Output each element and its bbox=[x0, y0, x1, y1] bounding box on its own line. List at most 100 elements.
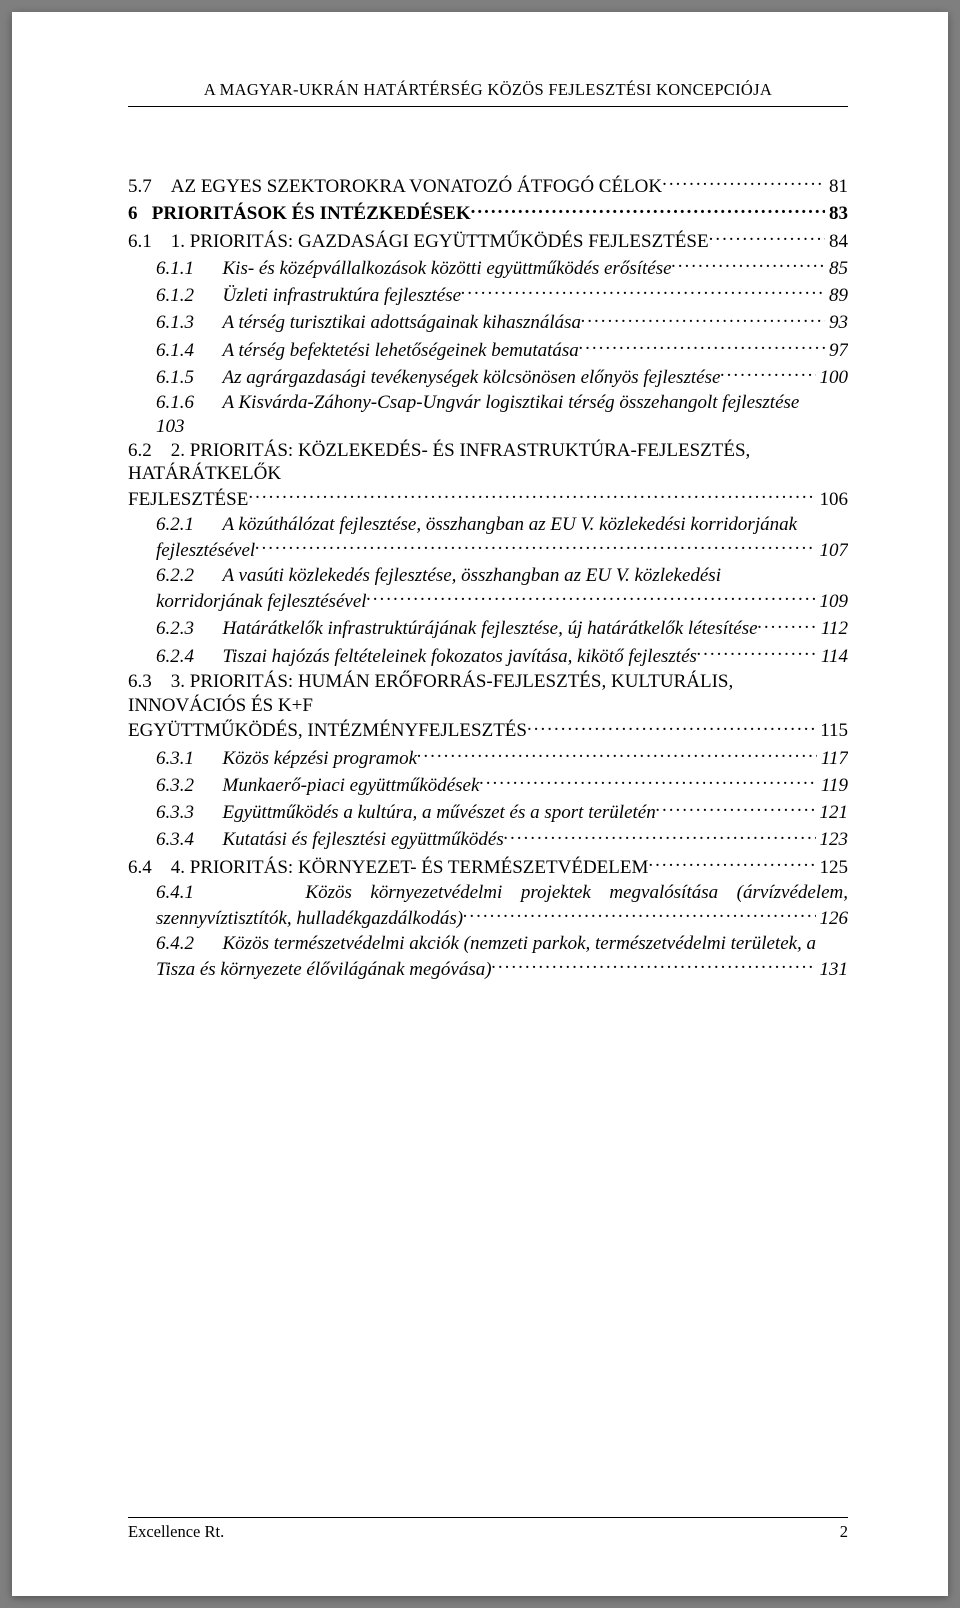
toc-leader bbox=[709, 228, 825, 247]
toc-page: 131 bbox=[816, 958, 849, 982]
toc-label: 6.1.3 A térség turisztikai adottságainak… bbox=[128, 311, 581, 335]
toc-page: 115 bbox=[816, 719, 848, 743]
toc-entry: 6 PRIORITÁSOK ÉS INTÉZKEDÉSEK 83 bbox=[128, 200, 848, 226]
toc-entry: 6.3.1 Közös képzési programok 117 bbox=[128, 745, 848, 771]
toc-leader bbox=[461, 282, 825, 301]
toc-label: EGYÜTTMŰKÖDÉS, INTÉZMÉNYFEJLESZTÉS bbox=[128, 719, 527, 743]
toc-entry: 6.2.3 Határátkelők infrastruktúrájának f… bbox=[128, 615, 848, 641]
page-header: A MAGYAR-UKRÁN HATÁRTÉRSÉG KÖZÖS FEJLESZ… bbox=[128, 80, 848, 100]
toc-entry: 6.4 4. PRIORITÁS: KÖRNYEZET- ÉS TERMÉSZE… bbox=[128, 854, 848, 880]
toc-page: 107 bbox=[816, 539, 849, 563]
toc-label: 6 PRIORITÁSOK ÉS INTÉZKEDÉSEK bbox=[128, 202, 471, 226]
toc-entry: 6.1 1. PRIORITÁS: GAZDASÁGI EGYÜTTMŰKÖDÉ… bbox=[128, 228, 848, 254]
toc-entry: 6.2.1 A közúthálózat fejlesztése, összha… bbox=[128, 513, 848, 537]
toc-entry: 6.1.6 A Kisvárda-Záhony-Csap-Ungvár logi… bbox=[128, 391, 848, 415]
document-page: A MAGYAR-UKRÁN HATÁRTÉRSÉG KÖZÖS FEJLESZ… bbox=[12, 12, 948, 1596]
toc-entry: 6.3.3 Együttműködés a kultúra, a művésze… bbox=[128, 799, 848, 825]
toc-entry: 6.2.2 A vasúti közlekedés fejlesztése, ö… bbox=[128, 564, 848, 588]
toc-leader bbox=[581, 309, 825, 328]
footer-page-number: 2 bbox=[840, 1522, 848, 1542]
footer-company: Excellence Rt. bbox=[128, 1522, 224, 1542]
toc-page: 93 bbox=[825, 311, 848, 335]
toc-leader bbox=[255, 537, 815, 556]
toc-entry: 6.2 2. PRIORITÁS: KÖZLEKEDÉS- ÉS INFRAST… bbox=[128, 439, 848, 487]
toc-page: 119 bbox=[817, 774, 848, 798]
header-rule bbox=[128, 106, 848, 107]
toc-content: 5.7 AZ EGYES SZEKTOROKRA VONATOZÓ ÁTFOGÓ… bbox=[128, 173, 848, 1517]
toc-leader bbox=[648, 854, 815, 873]
toc-label: 6.4 4. PRIORITÁS: KÖRNYEZET- ÉS TERMÉSZE… bbox=[128, 856, 648, 880]
toc-page: 121 bbox=[816, 801, 849, 825]
footer-rule bbox=[128, 1517, 848, 1518]
toc-label: 5.7 AZ EGYES SZEKTOROKRA VONATOZÓ ÁTFOGÓ… bbox=[128, 175, 662, 199]
toc-leader bbox=[479, 772, 816, 791]
toc-entry: 6.1.1 Kis- és középvállalkozások közötti… bbox=[128, 255, 848, 281]
toc-leader bbox=[720, 364, 815, 383]
toc-label: fejlesztésével bbox=[128, 539, 255, 563]
toc-entry: 6.1.3 A térség turisztikai adottságainak… bbox=[128, 309, 848, 335]
toc-label: FEJLESZTÉSE bbox=[128, 488, 248, 512]
toc-leader bbox=[492, 956, 816, 975]
toc-page: 85 bbox=[825, 257, 848, 281]
toc-entry-continuation: 103 bbox=[128, 415, 848, 439]
toc-leader bbox=[579, 337, 825, 356]
toc-entry: 6.1.4 A térség befektetési lehetőségeine… bbox=[128, 337, 848, 363]
toc-page: 97 bbox=[825, 339, 848, 363]
toc-page: 83 bbox=[825, 202, 848, 226]
toc-entry: 5.7 AZ EGYES SZEKTOROKRA VONATOZÓ ÁTFOGÓ… bbox=[128, 173, 848, 199]
toc-entry: 6.1.2 Üzleti infrastruktúra fejlesztése 8… bbox=[128, 282, 848, 308]
toc-leader bbox=[417, 745, 817, 764]
toc-page: 106 bbox=[816, 488, 849, 512]
toc-label: Tisza és környezete élővilágának megóvás… bbox=[128, 958, 492, 982]
toc-label: 6.3.2 Munkaerő-piaci együttműködések bbox=[128, 774, 479, 798]
toc-label: 6.2.3 Határátkelők infrastruktúrájának f… bbox=[128, 617, 758, 641]
toc-page: 81 bbox=[825, 175, 848, 199]
toc-label: 6.1.5 Az agrárgazdasági tevékenységek kö… bbox=[128, 366, 720, 390]
toc-entry-continuation: FEJLESZTÉSE 106 bbox=[128, 486, 848, 512]
toc-label: 6.1 1. PRIORITÁS: GAZDASÁGI EGYÜTTMŰKÖDÉ… bbox=[128, 230, 709, 254]
toc-entry: 6.3.2 Munkaerő-piaci együttműködések 119 bbox=[128, 772, 848, 798]
toc-page: 123 bbox=[816, 828, 849, 852]
toc-leader bbox=[662, 173, 825, 192]
toc-entry: 6.4.1 Közös környezetvédelmi projektek m… bbox=[128, 881, 848, 905]
toc-entry: 6.3.4 Kutatási és fejlesztési együttműkö… bbox=[128, 826, 848, 852]
toc-entry-continuation: Tisza és környezete élővilágának megóvás… bbox=[128, 956, 848, 982]
toc-page: 114 bbox=[817, 645, 848, 669]
toc-label: 6.1.1 Kis- és középvállalkozások közötti… bbox=[128, 257, 672, 281]
toc-entry: 6.3 3. PRIORITÁS: HUMÁN ERŐFORRÁS-FEJLES… bbox=[128, 670, 848, 718]
toc-page: 109 bbox=[816, 590, 849, 614]
toc-leader bbox=[527, 717, 816, 736]
toc-label: 6.1.4 A térség befektetési lehetőségeine… bbox=[128, 339, 579, 363]
toc-entry-continuation: korridorjának fejlesztésével 109 bbox=[128, 588, 848, 614]
toc-page: 100 bbox=[816, 366, 849, 390]
toc-page: 126 bbox=[816, 907, 849, 931]
toc-page: 89 bbox=[825, 284, 848, 308]
toc-leader bbox=[471, 200, 825, 219]
toc-entry-continuation: fejlesztésével 107 bbox=[128, 537, 848, 563]
toc-leader bbox=[248, 486, 815, 505]
toc-page: 112 bbox=[817, 617, 848, 641]
toc-label: 6.3.4 Kutatási és fejlesztési együttműkö… bbox=[128, 828, 504, 852]
toc-leader bbox=[367, 588, 816, 607]
toc-page: 117 bbox=[817, 747, 848, 771]
toc-entry: 6.1.5 Az agrárgazdasági tevékenységek kö… bbox=[128, 364, 848, 390]
toc-page: 84 bbox=[825, 230, 848, 254]
toc-leader bbox=[758, 615, 817, 634]
toc-label: korridorjának fejlesztésével bbox=[128, 590, 367, 614]
toc-leader bbox=[672, 255, 825, 274]
toc-entry: 6.4.2 Közös természetvédelmi akciók (nem… bbox=[128, 932, 848, 956]
toc-label: 6.3.3 Együttműködés a kultúra, a művésze… bbox=[128, 801, 656, 825]
toc-label: 6.2.4 Tiszai hajózás feltételeinek fokoz… bbox=[128, 645, 697, 669]
toc-page: 125 bbox=[816, 856, 849, 880]
toc-leader bbox=[463, 905, 815, 924]
toc-leader bbox=[697, 643, 817, 662]
toc-label: szennyvíztisztítók, hulladékgazdálkodás) bbox=[128, 907, 463, 931]
toc-leader bbox=[504, 826, 816, 845]
toc-entry-continuation: EGYÜTTMŰKÖDÉS, INTÉZMÉNYFEJLESZTÉS 115 bbox=[128, 717, 848, 743]
toc-leader bbox=[656, 799, 816, 818]
toc-label: 6.1.2 Üzleti infrastruktúra fejlesztése bbox=[128, 284, 461, 308]
toc-entry: 6.2.4 Tiszai hajózás feltételeinek fokoz… bbox=[128, 643, 848, 669]
toc-entry-continuation: szennyvíztisztítók, hulladékgazdálkodás)… bbox=[128, 905, 848, 931]
page-footer: Excellence Rt. 2 bbox=[128, 1517, 848, 1542]
toc-label: 6.3.1 Közös képzési programok bbox=[128, 747, 417, 771]
